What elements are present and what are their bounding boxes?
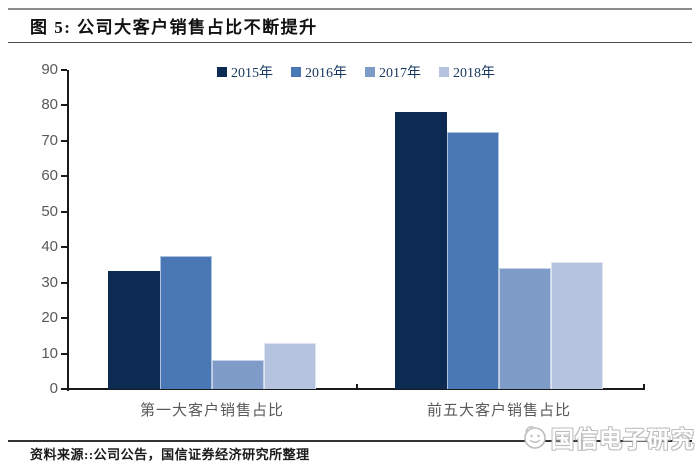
y-tick-label: 10: [41, 344, 58, 362]
legend-item-2017年: 2017年: [365, 62, 421, 82]
legend-label: 2017年: [379, 66, 421, 81]
y-tick: [61, 104, 67, 107]
y-tick: [61, 69, 67, 71]
bottom-rule: [8, 440, 692, 442]
legend-swatch-2015年: [217, 67, 227, 77]
legend-item-2015年: 2015年: [217, 62, 273, 82]
bar-2017年-前五大客户销售占比: [499, 268, 551, 389]
watermark: 国信电子研究: [522, 420, 695, 454]
y-tick-label: 60: [41, 167, 58, 185]
y-tick-label: 40: [41, 238, 58, 256]
y-tick: [61, 139, 67, 142]
legend-label: 2016年: [305, 66, 347, 81]
x-category-label: 前五大客户销售占比: [426, 403, 571, 419]
bar-2015年-前五大客户销售占比: [395, 112, 447, 389]
legend-item-2018年: 2018年: [439, 62, 495, 82]
y-tick: [61, 281, 67, 284]
legend-label: 2018年: [453, 66, 495, 81]
bar-2015年-第一大客户销售占比: [108, 270, 160, 389]
chart-legend: 2015年 2016年 2017年 2018年: [68, 62, 644, 82]
bar-2018年-第一大客户销售占比: [264, 342, 316, 389]
x-axis-line: [67, 388, 645, 390]
y-tick: [61, 175, 67, 178]
wechat-icon: [522, 424, 548, 450]
y-tick-label: 0: [49, 380, 58, 397]
y-tick: [61, 352, 67, 355]
y-tick-label: 90: [41, 61, 58, 78]
legend-label: 2015年: [231, 66, 273, 81]
y-axis-line: [67, 70, 69, 391]
y-tick: [61, 388, 67, 390]
y-tick: [61, 317, 67, 320]
legend-swatch-2017年: [365, 67, 375, 77]
source-note: 资料来源::公司公告，国信证券经济研究所整理: [30, 447, 310, 462]
x-category-label: 第一大客户销售占比: [139, 403, 284, 419]
y-tick-label: 30: [41, 273, 58, 291]
x-axis-tick: [356, 384, 358, 389]
y-tick-label: 80: [41, 96, 58, 114]
top-rule: [8, 8, 692, 10]
x-axis-tick: [643, 384, 645, 389]
y-tick: [61, 210, 67, 213]
bar-2016年-前五大客户销售占比: [447, 132, 499, 389]
figure-title: 图 5: 公司大客户销售占比不断提升: [30, 18, 318, 37]
bar-2017年-第一大客户销售占比: [212, 359, 264, 389]
y-tick-label: 20: [41, 309, 58, 327]
y-tick-label: 70: [41, 131, 58, 149]
watermark-text: 国信电子研究: [551, 426, 695, 452]
title-underline: [8, 42, 692, 43]
bar-2016年-第一大客户销售占比: [160, 256, 212, 389]
legend-swatch-2016年: [291, 67, 301, 77]
legend-item-2016年: 2016年: [291, 62, 347, 82]
y-tick-label: 50: [41, 202, 58, 220]
legend-swatch-2018年: [439, 67, 449, 77]
y-tick: [61, 246, 67, 249]
bar-2018年-前五大客户销售占比: [551, 261, 603, 389]
